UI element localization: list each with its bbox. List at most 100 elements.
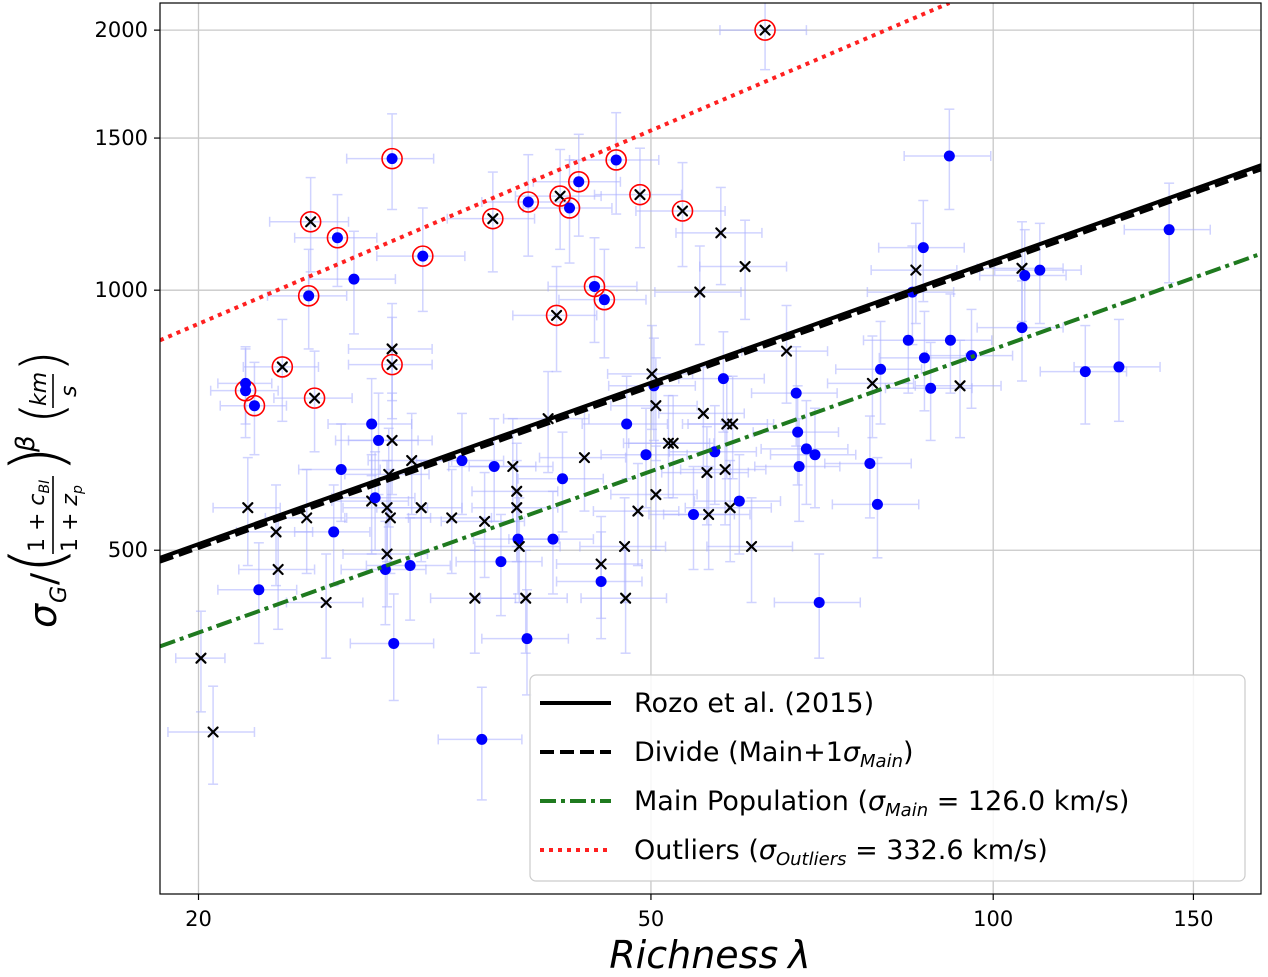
data-point-cross-b-30 [320, 596, 332, 609]
data-point-dot-12 [522, 196, 534, 208]
data-point-dot-109 [917, 242, 929, 254]
data-point-dot-46 [404, 560, 416, 572]
x-axis-title-symbol: λ [786, 933, 811, 977]
data-point-cross-b-93 [739, 260, 751, 273]
data-point-dot-50 [456, 455, 468, 467]
data-point-cross-114 [954, 380, 966, 392]
data-point-cross-86 [715, 227, 727, 239]
data-point-cross-b-3 [276, 361, 288, 373]
data-point-dot-113 [944, 334, 956, 346]
outlier-ring-13 [545, 304, 568, 327]
errorbar-68 [555, 515, 643, 620]
data-point-cross-60 [513, 540, 525, 553]
errorbar-91 [687, 375, 775, 480]
data-point-dot-98 [793, 461, 805, 473]
outlier-ring-9 [381, 353, 403, 376]
y-tick-label-0: 500 [108, 538, 148, 562]
legend-label-main-tail: = 126.0 km/s) [928, 786, 1129, 817]
legend-entry-outliers: Outliers (σOutliers = 332.6 km/s) [540, 835, 1048, 870]
data-point-cross-b-68 [595, 558, 607, 570]
data-point-cross-94 [745, 540, 758, 553]
legend-label-divide-sym: σ [843, 737, 861, 768]
data-point-cross-70 [620, 592, 632, 604]
data-point-cross-b-48 [415, 502, 427, 514]
data-point-dot-117 [1019, 269, 1031, 281]
errorbar-4 [268, 176, 350, 273]
data-point-dot-105 [875, 363, 887, 375]
legend-label-outliers-text: Outliers ( [634, 835, 759, 866]
outlier-ring-20 [629, 183, 651, 206]
x-tick-label-1: 50 [638, 907, 665, 931]
outlier-ring-12 [517, 191, 540, 213]
y-axis-unit-den: s [57, 386, 82, 397]
data-point-cross-b-79 [667, 437, 679, 449]
data-point-cross-b-82 [697, 407, 709, 420]
data-point-cross-91 [727, 418, 739, 430]
data-point-dot-118 [1016, 322, 1028, 334]
data-point-cross-b-83 [701, 466, 713, 479]
data-point-dot-2 [248, 400, 260, 412]
data-point-cross-6 [308, 392, 321, 404]
outlier-ring-11 [482, 207, 504, 230]
data-point-cross-95 [780, 345, 793, 357]
errorbar-9 [347, 316, 433, 420]
data-point-cross-21 [676, 205, 689, 217]
outlier-ring-18 [593, 288, 616, 311]
data-point-cross-82 [697, 407, 709, 420]
data-point-dot-1 [240, 377, 252, 389]
errorbar-20 [593, 147, 683, 249]
errorbar-94 [706, 497, 794, 604]
data-point-dot-73 [640, 449, 652, 461]
data-point-cross-76 [650, 400, 662, 412]
data-point-cross-20 [634, 189, 646, 201]
x-tick-label-3: 150 [1173, 907, 1213, 931]
data-point-cross-b-40 [381, 502, 393, 514]
data-point-dot-16 [573, 176, 585, 188]
outlier-ring-21 [671, 200, 694, 222]
data-point-cross-b-21 [676, 205, 689, 217]
y-axis-paren-close: ) [0, 446, 78, 473]
y-axis-frac-num-1: 1 + [25, 506, 50, 552]
data-point-dot-104 [871, 498, 883, 510]
data-point-dot-33 [348, 273, 360, 285]
data-point-dot-119 [1034, 264, 1046, 276]
data-point-cross-b-51 [469, 592, 481, 604]
data-point-dot-102 [864, 458, 876, 470]
data-point-cross-b-77 [650, 488, 662, 501]
y-axis-unit-num: km [27, 372, 52, 406]
data-point-cross-24 [207, 726, 219, 738]
fit-line-0 [160, 163, 1261, 560]
data-point-cross-23 [195, 652, 207, 664]
data-point-cross-88 [719, 463, 731, 476]
data-point-dot-17 [589, 280, 601, 292]
data-point-cross-b-23 [195, 652, 207, 664]
outlier-ring-4 [299, 210, 322, 233]
data-point-dot-100 [809, 449, 821, 461]
data-point-cross-b-114 [954, 380, 966, 392]
y-axis-unit-paren-open: ( [10, 402, 75, 424]
data-point-cross-b-90 [724, 502, 736, 514]
legend-label-main-text: Main Population ( [634, 786, 868, 817]
data-point-dot-18 [598, 294, 610, 306]
data-point-dot-80 [687, 508, 699, 520]
data-point-cross-b-28 [270, 526, 282, 538]
data-point-cross-b-29 [301, 512, 313, 524]
data-point-cross-b-44 [386, 343, 398, 355]
data-point-cross-49 [446, 512, 458, 524]
data-point-dot-111 [925, 382, 937, 394]
legend-label-main-sub: Main [885, 800, 928, 821]
data-point-dot-121 [1113, 361, 1125, 373]
data-point-dot-10 [417, 250, 429, 262]
errorbar-24 [167, 685, 256, 785]
data-point-cross-108 [910, 264, 922, 276]
y-axis-ticks: 500 1000 1500 2000 [95, 18, 160, 562]
x-tick-label-0: 20 [185, 907, 212, 931]
errorbar-70 [580, 549, 668, 654]
errorbar-60 [474, 497, 561, 604]
errorbar-11 [446, 171, 536, 273]
data-point-cross-47 [406, 454, 418, 467]
x-tick-label-2: 100 [973, 907, 1013, 931]
errorbar-83 [660, 425, 750, 526]
data-point-dot-67 [595, 576, 607, 588]
